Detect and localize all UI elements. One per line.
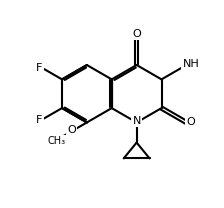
Text: F: F [36, 63, 42, 73]
Text: F: F [36, 115, 42, 125]
Text: O: O [68, 125, 76, 135]
Text: O: O [132, 29, 141, 39]
Text: N: N [132, 116, 141, 126]
Text: NH: NH [183, 59, 199, 69]
Text: CH₃: CH₃ [47, 136, 65, 146]
Text: O: O [186, 118, 195, 128]
